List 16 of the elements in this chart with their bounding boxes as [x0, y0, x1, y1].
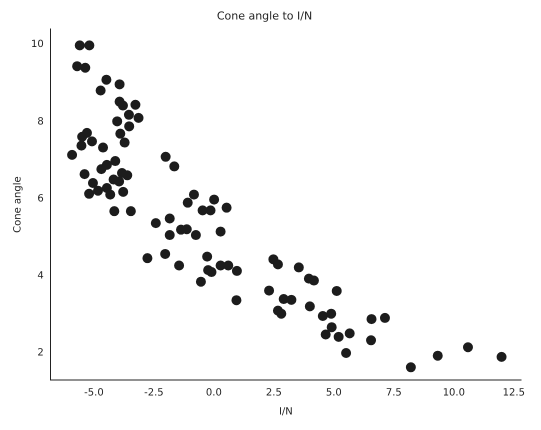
- x-tick-label: 2.5: [266, 388, 282, 399]
- y-tick-label: 10: [30, 39, 44, 50]
- y-tick-label: 8: [37, 116, 44, 128]
- x-tick-label: 10.0: [442, 388, 465, 399]
- x-tick-label: -5.0: [84, 388, 104, 399]
- x-axis-title: I/N: [278, 406, 293, 418]
- y-tick-label: 2: [37, 348, 44, 359]
- x-tick-label: 12.5: [502, 388, 525, 399]
- x-tick-label: 5.0: [326, 388, 342, 399]
- x-tick-label: 7.5: [386, 388, 402, 399]
- y-tick-label: 4: [37, 270, 44, 282]
- y-axis-title: Cone angle: [12, 176, 24, 233]
- chart-title: Cone angle to I/N: [216, 9, 312, 22]
- y-tick-label: 6: [37, 193, 44, 204]
- x-tick-label: -2.5: [144, 388, 164, 399]
- x-tick-label: 0.0: [206, 388, 222, 399]
